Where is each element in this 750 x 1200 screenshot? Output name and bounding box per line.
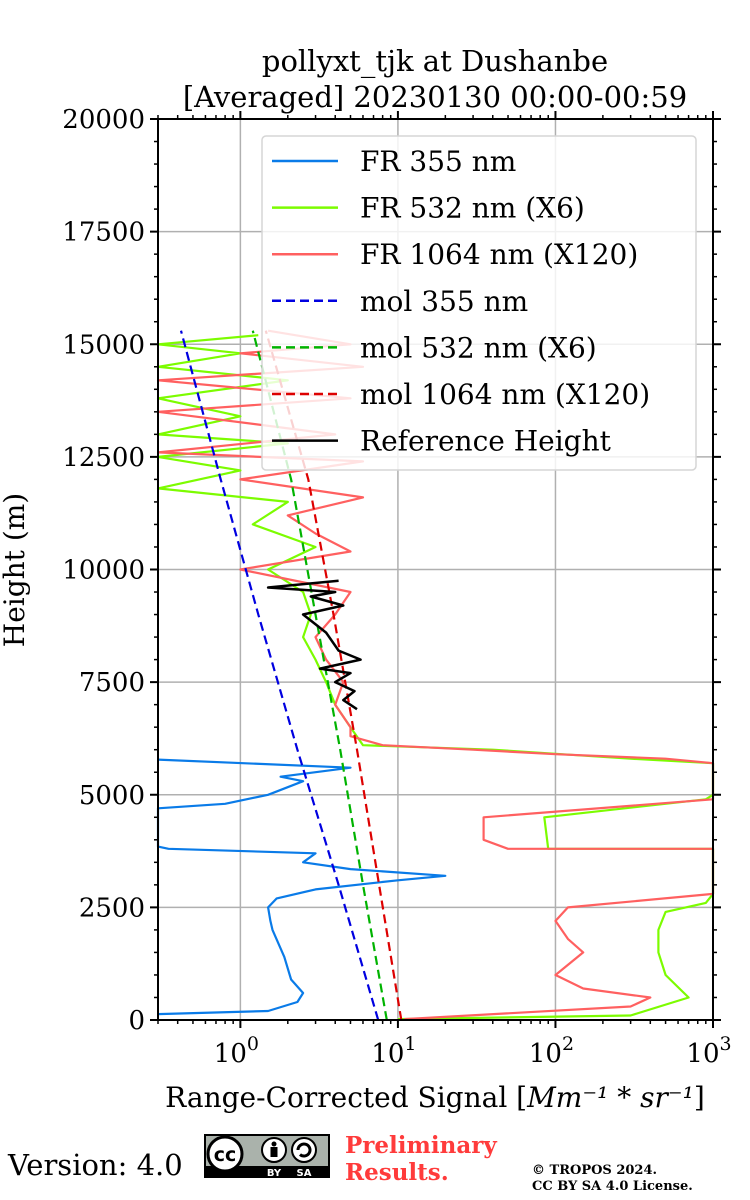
y-tick-label: 2500 [79,893,145,923]
series-line-4 [179,330,380,1021]
legend-entry-label: mol 355 nm [360,285,528,318]
axis-ticks: 0 2500 5000 7500 10000 12500 15000 17500 20000 10… [62,105,731,1069]
legend-entry-label: mol 532 nm (X6) [360,331,597,364]
lidar-profile-chart: pollyxt_tjk at Dushanbe [Averaged] 20230… [0,44,732,1114]
y-tick-label: 10000 [62,556,145,586]
y-tick-label: 12500 [62,443,145,473]
x-tick-label: 100 [214,1033,259,1069]
copyright-line2: CC BY SA 4.0 License. [532,1179,693,1194]
preliminary-results-note: Preliminary Results. [345,1132,497,1186]
legend-entry-label: Reference Height [360,425,612,458]
preliminary-line1: Preliminary [345,1132,497,1159]
legend-entry-label: FR 1064 nm (X120) [360,238,638,271]
cc-by-label: BY [267,1168,282,1178]
x-tick-label: 103 [686,1033,731,1069]
cc-sa-label: SA [297,1168,312,1178]
x-axis-label-unit: Mm⁻¹ * sr⁻¹ [526,1081,694,1114]
x-tick-label: 102 [529,1033,574,1069]
y-tick-label: 17500 [62,218,145,248]
copyright-note: © TROPOS 2024. CC BY SA 4.0 License. [532,1163,693,1195]
series-line-1 [156,758,447,1016]
preliminary-line2: Results. [345,1159,449,1186]
legend-entry-label: FR 355 nm [360,145,516,178]
x-axis-label: Range-Corrected Signal [Mm⁻¹ * sr⁻¹] [165,1081,705,1114]
chart-title-line2: [Averaged] 20230130 00:00-00:59 [183,80,687,114]
y-tick-label: 0 [128,1006,145,1036]
y-tick-label: 20000 [62,105,145,135]
series-line-7 [266,579,362,711]
legend-box [261,135,697,471]
version-label: Version: 4.0 [8,1148,183,1182]
x-axis-label-close: ] [694,1081,705,1114]
x-tick-label: 101 [371,1033,416,1069]
legend-entry-label: FR 532 nm (X6) [360,192,585,225]
copyright-line1: © TROPOS 2024. [532,1163,658,1178]
x-axis-label-text: Range-Corrected Signal [ [165,1081,527,1114]
chart-title-line1: pollyxt_tjk at Dushanbe [262,44,608,79]
legend: FR 355 nm FR 532 nm (X6) FR 1064 nm (X120)… [261,135,697,471]
y-tick-label: 5000 [79,781,145,811]
legend-entry-label: mol 1064 nm (X120) [360,378,650,411]
series-line-2 [156,334,715,1021]
y-tick-label: 15000 [62,330,145,360]
y-axis-label: Height (m) [0,493,31,647]
y-tick-label: 7500 [79,668,145,698]
cc-logo-letters: cc [214,1144,237,1166]
cc-by-sa-badge: cc BY SA [204,1134,330,1178]
